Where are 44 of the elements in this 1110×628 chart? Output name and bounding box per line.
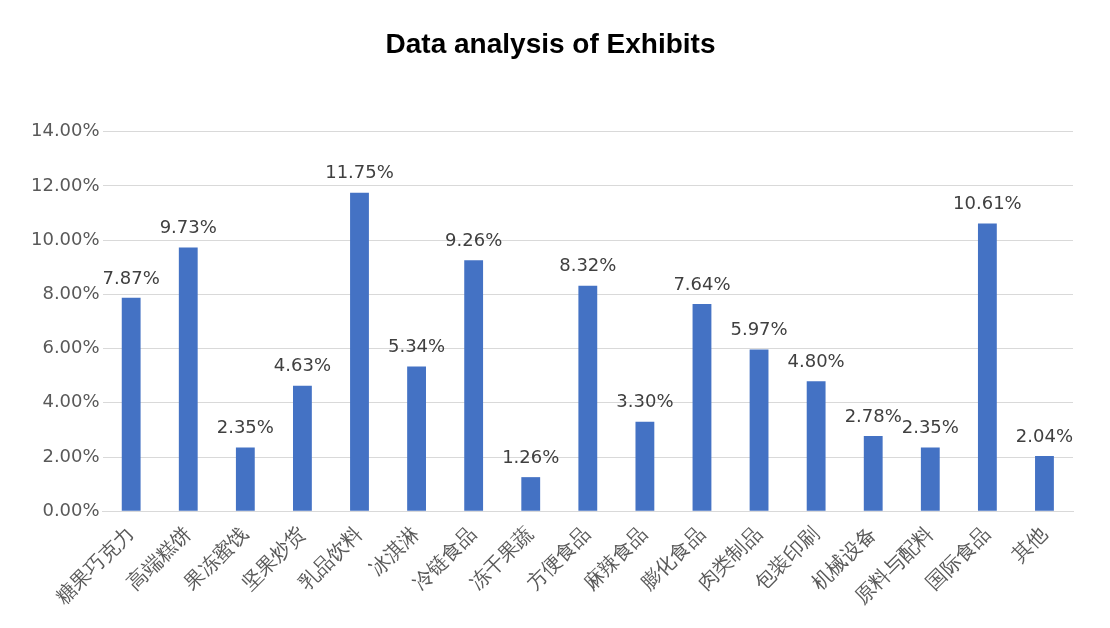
data-label: 3.30% [616,390,674,412]
bar [521,477,541,511]
bar [692,304,712,511]
y-tick-label: 12.00% [30,173,100,195]
data-label: 7.64% [673,272,731,294]
bar [806,381,826,511]
bar [407,366,426,511]
y-tick-label: 6.00% [42,336,100,358]
y-tick-label: 0.00% [42,498,100,520]
y-tick-label: 2.00% [42,444,100,466]
y-tick-label: 14.00% [30,119,100,141]
data-label: 11.75% [325,161,394,183]
data-label: 10.61% [953,192,1022,214]
data-label: 2.04% [1015,424,1074,446]
data-label: 4.63% [273,354,332,376]
y-tick-label: 4.00% [42,390,100,412]
bar [977,223,997,511]
data-label: 9.26% [445,228,503,250]
x-tick-label: 其他 [1006,521,1052,567]
bar [635,421,655,511]
data-label: 2.35% [216,416,274,438]
data-label: 1.26% [502,445,560,467]
bar [178,247,198,511]
data-label: 4.80% [787,349,845,371]
data-label: 2.35% [901,416,959,438]
bar [863,435,883,511]
bar [235,447,255,511]
bar [464,260,484,511]
bar [749,349,769,511]
y-tick-label: 10.00% [30,227,100,249]
bar [121,297,141,511]
data-label: 5.34% [387,335,446,357]
bar [293,385,312,511]
bar [578,285,598,511]
bar [350,192,369,511]
data-label: 2.78% [844,404,902,426]
bar [1035,455,1054,511]
data-label: 5.97% [730,318,788,340]
data-label: 8.32% [559,254,617,276]
data-label: 7.87% [102,266,160,288]
bar [920,447,940,511]
data-label: 9.73% [159,216,217,238]
y-tick-label: 8.00% [42,282,100,304]
chart-title: Data analysis of Exhibits [385,27,716,59]
